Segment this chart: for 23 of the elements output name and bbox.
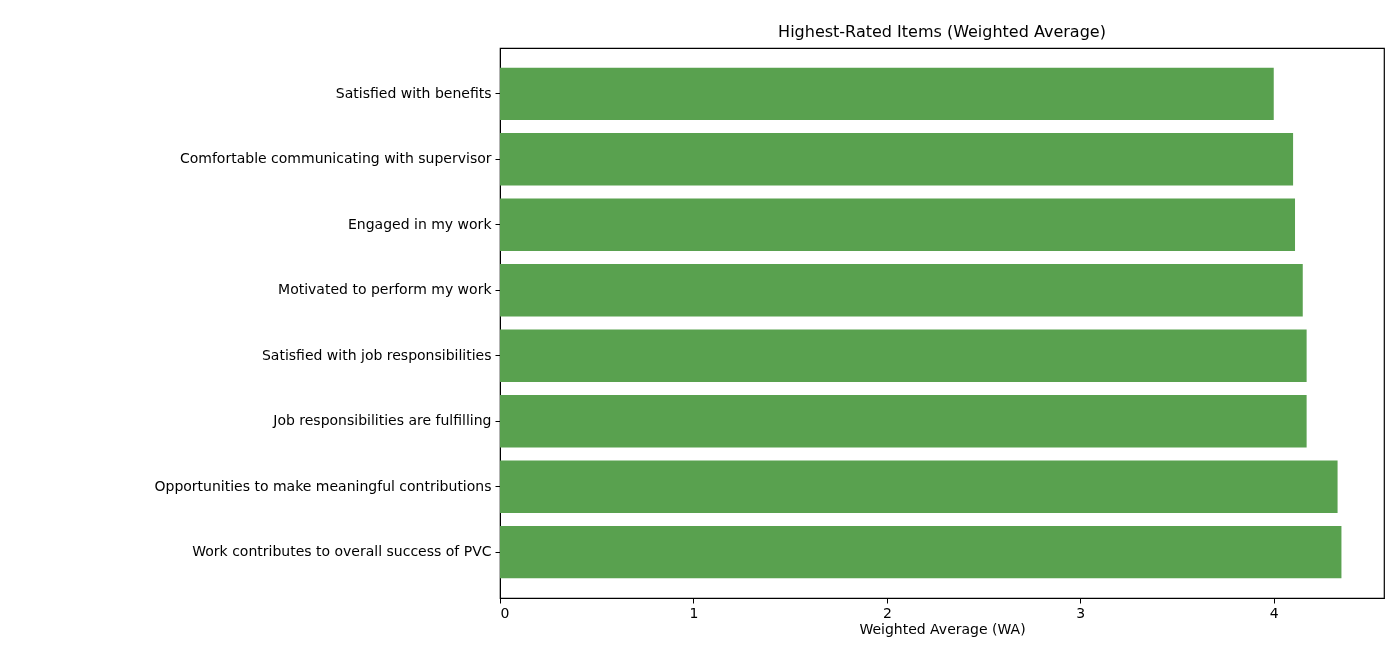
- y-tick-label: Satisfied with benefits: [335, 84, 492, 101]
- y-tick-label: Opportunities to make meaningful contributions: [154, 477, 492, 494]
- y-tick-label: Satisfied with job responsibilities: [261, 346, 492, 363]
- bar: [500, 264, 1303, 317]
- bar: [500, 133, 1294, 186]
- x-tick-label: 2: [882, 604, 892, 621]
- bar: [500, 395, 1307, 448]
- x-tick-label: 1: [689, 604, 699, 621]
- y-tick-label: Job responsibilities are fulfilling: [272, 412, 492, 429]
- bar: [500, 198, 1296, 251]
- bar: [500, 460, 1338, 513]
- x-tick-label: 4: [1269, 604, 1279, 621]
- chart-title: Highest-Rated Items (Weighted Average): [778, 22, 1106, 41]
- y-tick-label: Motivated to perform my work: [278, 281, 493, 298]
- y-tick-label: Work contributes to overall success of PVC: [192, 543, 492, 560]
- x-axis-title: Weighted Average (WA): [859, 620, 1026, 637]
- bar: [500, 67, 1274, 121]
- y-tick-label: Comfortable communicating with supervisor: [179, 150, 492, 167]
- x-tick-label: 3: [1076, 604, 1086, 621]
- bar: [500, 329, 1307, 382]
- y-tick-label: Engaged in my work: [348, 215, 493, 232]
- bar: [500, 525, 1342, 579]
- x-tick-label: 0: [500, 604, 510, 621]
